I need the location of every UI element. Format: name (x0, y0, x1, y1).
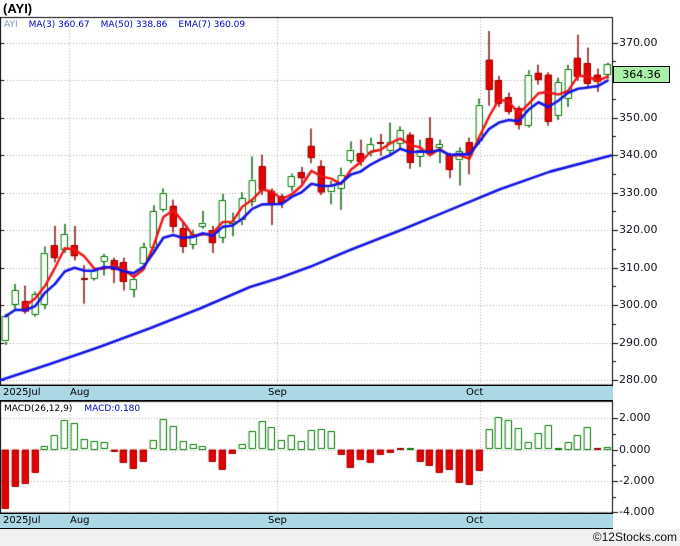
month-label: Sep (268, 515, 287, 526)
indicator-legend: AYI MA(3) 360.67 MA(50) 338.86 EMA(7) 36… (4, 20, 245, 30)
stocks-credit-link[interactable]: ©12Stocks.com (592, 530, 677, 544)
price-tick-label: 320.00 (619, 223, 658, 237)
price-tick-label: 370.00 (619, 35, 658, 49)
macd-legend: MACD(26,12,9) MACD:0.180 (4, 404, 140, 414)
ma3-legend: MA(3) 360.67 (28, 20, 90, 30)
price-tick-label: 350.00 (619, 110, 658, 124)
month-label: Aug (70, 387, 90, 398)
macd-tick-label: -4.000 (619, 505, 655, 519)
price-tick-label: 300.00 (619, 298, 658, 312)
ema7-legend: EMA(7) 360.09 (178, 20, 246, 30)
price-tick-label: 340.00 (619, 148, 658, 162)
month-label: 2025Jul (3, 515, 41, 526)
macd-value-label: MACD:0.180 (84, 404, 141, 414)
footer-bar: ©12Stocks.com (0, 529, 680, 546)
macd-tick-label: 2.000 (619, 411, 651, 425)
month-label: Sep (268, 387, 287, 398)
price-tick-label: 310.00 (619, 260, 658, 274)
month-label: 2025Jul (3, 387, 41, 398)
ma50-legend: MA(50) 338.86 (100, 20, 168, 30)
macd-tick-label: 0.000 (619, 442, 651, 456)
date-axis-upper: 2025Jul Aug Sep Oct (0, 385, 613, 401)
symbol-label: AYI (4, 20, 18, 30)
month-label: Oct (466, 387, 484, 398)
month-label: Aug (70, 515, 90, 526)
month-label: Oct (466, 515, 484, 526)
last-price-badge: 364.36 (613, 66, 670, 83)
macd-tick-label: -2.000 (619, 473, 655, 487)
price-tick-label: 290.00 (619, 335, 658, 349)
page-title: (AYI) (3, 1, 33, 16)
price-tick-label: 280.00 (619, 373, 658, 387)
date-axis-lower: 2025Jul Aug Sep Oct (0, 513, 613, 529)
price-tick-label: 330.00 (619, 185, 658, 199)
macd-params-label: MACD(26,12,9) (4, 404, 73, 414)
